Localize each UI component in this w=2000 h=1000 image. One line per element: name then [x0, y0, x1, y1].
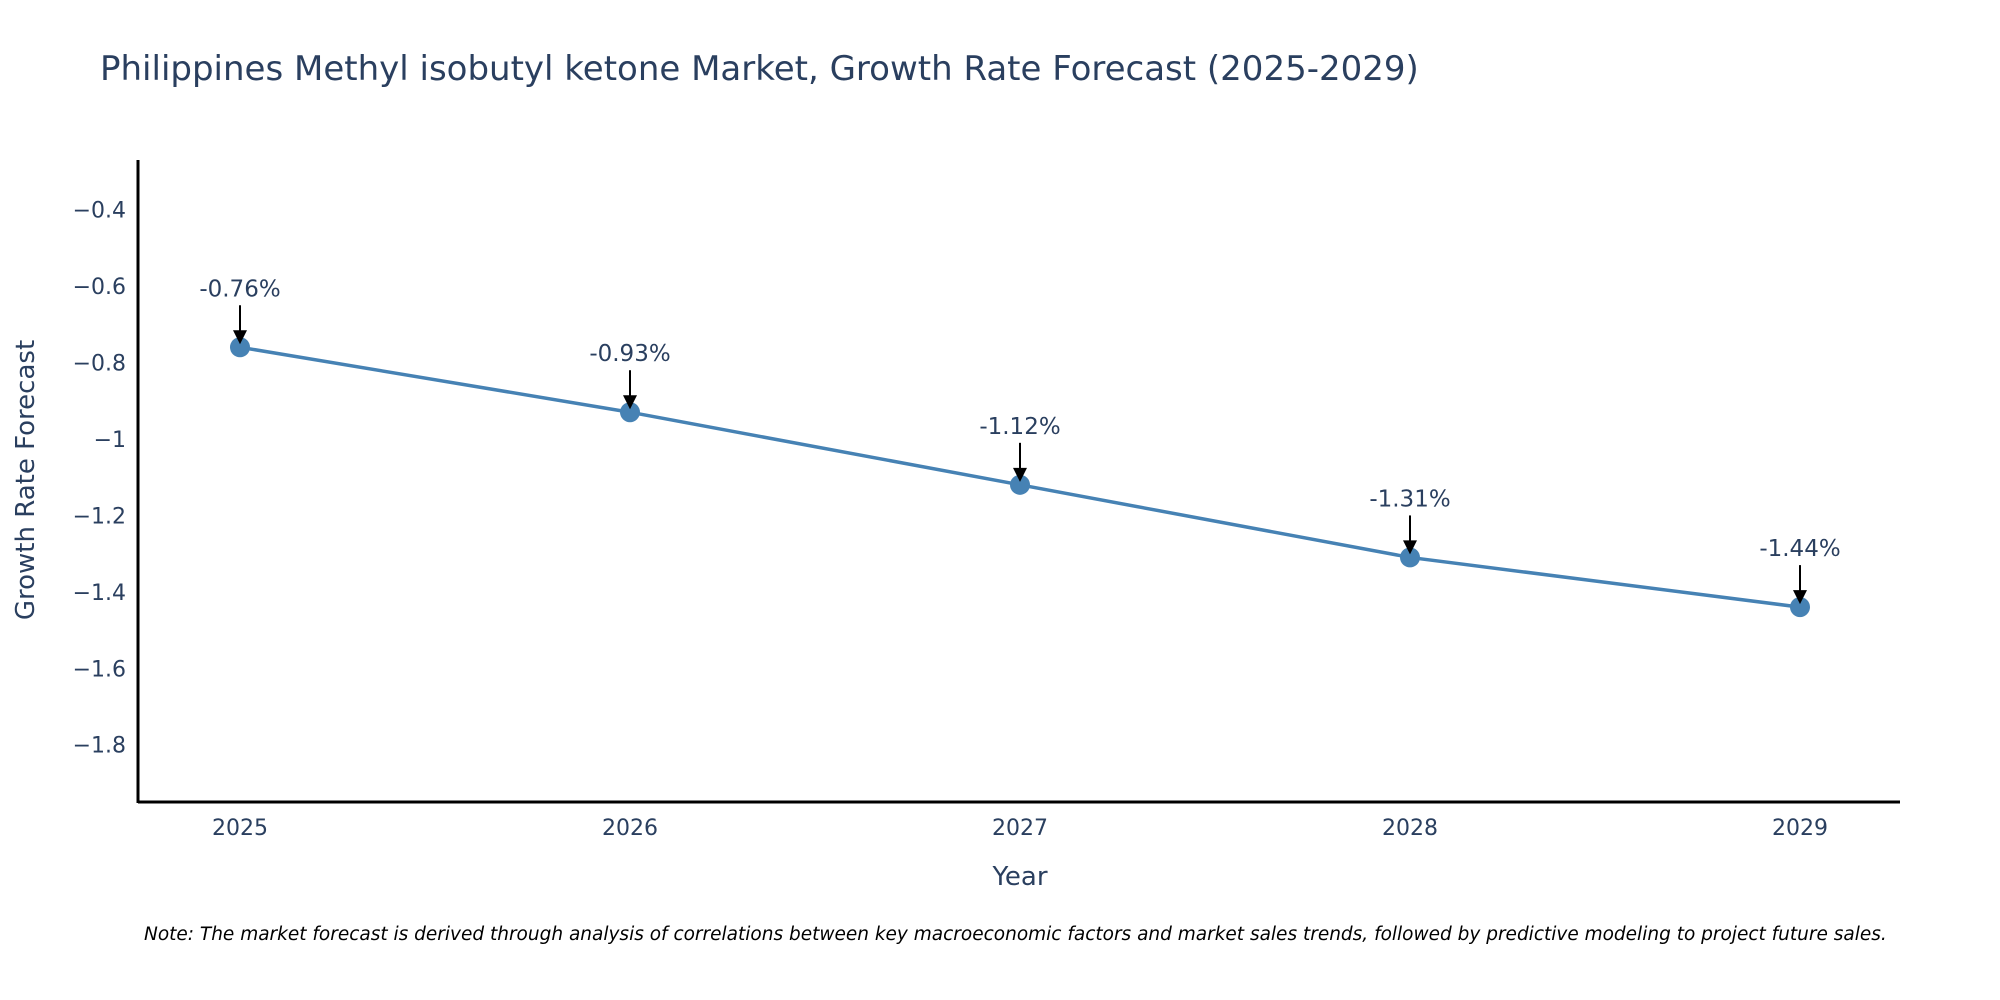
data-annotations: -0.76% -0.93% -1.12% -1.31% -1.44% [199, 276, 1841, 605]
y-tick-label: −1.4 [73, 581, 126, 606]
x-tick-label: 2025 [212, 816, 268, 841]
x-tick-label: 2028 [1382, 816, 1438, 841]
y-tick-label: −1 [94, 428, 126, 453]
data-point-marker [1790, 597, 1810, 618]
y-tick-label: −0.8 [73, 352, 126, 377]
data-point-marker [620, 402, 640, 423]
data-label: -0.93% [589, 341, 670, 367]
y-tick-label: −0.6 [73, 275, 126, 300]
data-label: -1.12% [979, 414, 1060, 440]
x-axis-title: Year [991, 862, 1047, 892]
y-axis-ticks: −0.4 −0.6 −0.8 −1 −1.2 −1.4 −1.6 −1.8 [73, 199, 126, 759]
data-label: -1.44% [1759, 536, 1840, 562]
x-axis-ticks: 2025 2026 2027 2028 2029 [212, 816, 1828, 841]
x-tick-label: 2027 [992, 816, 1048, 841]
data-markers [230, 337, 1810, 618]
data-point-marker [230, 337, 250, 358]
annotation-arrow-head [623, 395, 637, 410]
y-tick-label: −1.6 [73, 657, 126, 682]
data-point-marker [1400, 547, 1420, 568]
data-label: -1.31% [1369, 486, 1450, 512]
chart-title: Philippines Methyl isobutyl ketone Marke… [100, 49, 1419, 89]
annotation-arrow-head [1013, 467, 1027, 482]
x-tick-label: 2029 [1772, 816, 1828, 841]
annotation-arrow-head [1793, 590, 1807, 605]
y-tick-label: −0.4 [73, 199, 126, 224]
annotation-arrow-head [233, 330, 247, 345]
y-axis-title: Growth Rate Forecast [11, 340, 41, 620]
y-tick-label: −1.8 [73, 734, 126, 759]
data-point-marker [1010, 474, 1030, 495]
footnote: Note: The market forecast is derived thr… [144, 924, 1887, 945]
annotation-arrow-head [1403, 540, 1417, 555]
x-tick-label: 2026 [602, 816, 658, 841]
y-tick-label: −1.2 [73, 504, 126, 529]
data-label: -0.76% [199, 276, 280, 302]
